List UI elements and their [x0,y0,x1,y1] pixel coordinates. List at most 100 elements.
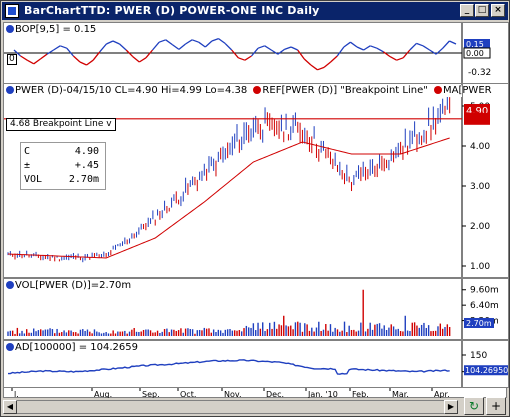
bop-zero-label: 0 [7,54,17,65]
bop-segment [238,57,246,61]
bop-segment [442,40,450,49]
bop-segment [264,45,272,51]
bop-segment [356,46,364,51]
breakpoint-label[interactable]: 4.68 Breakpoint Line v [6,118,116,131]
bop-tick-label: -0.32 [468,68,491,78]
series-bullet-icon [6,25,14,33]
bop-segment [191,39,199,43]
bop-segment [370,45,378,49]
bop-segment [323,61,332,68]
bop-segment [125,49,134,58]
price-tick-label: 1.00 [470,262,490,272]
window-title: BarChartTTD: PWER (D) POWER-ONE INC Dail… [24,4,320,17]
price-tick-label: 3.00 [470,182,490,192]
stat-change-value: +.45 [74,160,99,171]
add-icon[interactable]: + [486,397,506,415]
close-icon[interactable]: × [491,4,505,17]
volume-header: VOL[PWER (D)]=2.70m [6,280,131,292]
bop-tick-label: 0.00 [466,49,484,58]
bop-segment [257,45,265,49]
bop-segment [231,49,239,59]
stats-box: C 4.90 ± +.45 VOL 2.70m [20,142,106,190]
scroll-right-icon[interactable]: ▶ [444,400,458,414]
price-tick-label: 4.00 [470,142,490,152]
price-tick-label: 2.00 [470,222,490,232]
bop-segment [363,45,371,51]
bop-segment [92,51,101,61]
bop-segment [297,49,305,60]
bop-segment [53,45,61,51]
bop-segment [138,57,147,63]
bop-segment [224,42,233,51]
price-panel[interactable]: 5.004.003.002.001.004.90 PWER (D)-04/15/… [3,83,509,278]
vol-tick-label: 6.40m [470,301,499,311]
scroll-left-icon[interactable]: ◀ [3,400,17,414]
bop-segment [59,45,67,49]
x-tick-label: Aug. [94,390,112,399]
price-chart: 5.004.003.002.001.004.90 [4,84,490,277]
ma-header-text: MA[PWER [443,85,492,96]
bop-segment [402,49,411,59]
bop-segment [343,41,351,48]
ad-tick-label: 150 [470,351,487,361]
bop-segment [330,55,338,63]
stat-volume-label: VOL [24,174,43,185]
bop-segment [303,58,312,66]
vol-tick-label: 9.60m [470,286,499,296]
x-tick-label: Mar. [392,390,409,399]
stat-change-label: ± [24,160,31,171]
bop-segment [396,57,404,61]
series-bullet-icon [6,343,14,351]
bop-header: BOP[9,5] = 0.15 [6,24,96,36]
horizontal-scrollbar[interactable]: ◀ ▶ [3,400,458,414]
x-tick-label: Nov. [224,390,242,399]
last-price-label: 4.90 [466,106,488,117]
bop-segment [449,40,457,45]
minimize-icon[interactable]: _ [460,4,474,17]
price-header: PWER (D)-04/15/10 CL=4.90 Hi=4.99 Lo=4.3… [6,85,492,97]
bop-segment [409,42,417,51]
bop-segment [158,39,166,43]
bop-segment [106,40,114,45]
bop-segment [435,47,444,55]
ref-bullet-icon [253,86,262,94]
bop-segment [270,49,279,55]
bop-segment [112,40,120,45]
bop-segment [336,46,345,57]
bop-segment [244,55,252,61]
stat-volume: VOL 2.70m [24,173,102,187]
stat-change: ± +.45 [24,159,102,173]
maximize-icon[interactable]: □ [475,4,489,17]
app-logo-icon [5,4,19,18]
bop-segment [198,41,206,48]
bop-segment [185,39,193,45]
bop-segment [211,37,219,42]
bop-segment [178,43,186,50]
ad-line [7,359,450,375]
x-tick-label: Dec. [266,390,284,399]
bop-segment [317,66,325,71]
bop-segment [165,39,173,46]
x-axis: l. Aug. Sep. Oct. Nov. Dec. Jan. '10 Feb. Mar. Ap… [3,387,507,399]
refresh-icon[interactable]: ↻ [464,397,484,415]
bop-segment [119,43,127,51]
bop-tick-label: 0.15 [466,40,484,49]
bop-segment [33,58,41,65]
bop-segment [171,44,180,50]
x-tick-label: Sep. [142,390,160,399]
x-tick-label: Jan. '10 [307,390,338,399]
ma-bullet-icon [434,86,443,94]
bop-panel[interactable]: BOP[9,5] = 0.15 0 0.15 0.00 -0.32 [3,22,509,84]
bop-segment [99,43,107,53]
bop-segment [204,40,213,48]
bop-segment [145,49,154,59]
x-tick-label: Feb. [352,390,369,399]
bop-segment [218,38,226,44]
ad-panel[interactable]: 150100104.26950 AD[100000] = 104.2659 [3,340,509,388]
x-tick-label: l. [14,390,19,399]
bop-zero-tag [463,47,491,59]
ad-header-text: AD[100000] = 104.2659 [15,342,138,353]
series-bullet-icon [6,281,14,289]
